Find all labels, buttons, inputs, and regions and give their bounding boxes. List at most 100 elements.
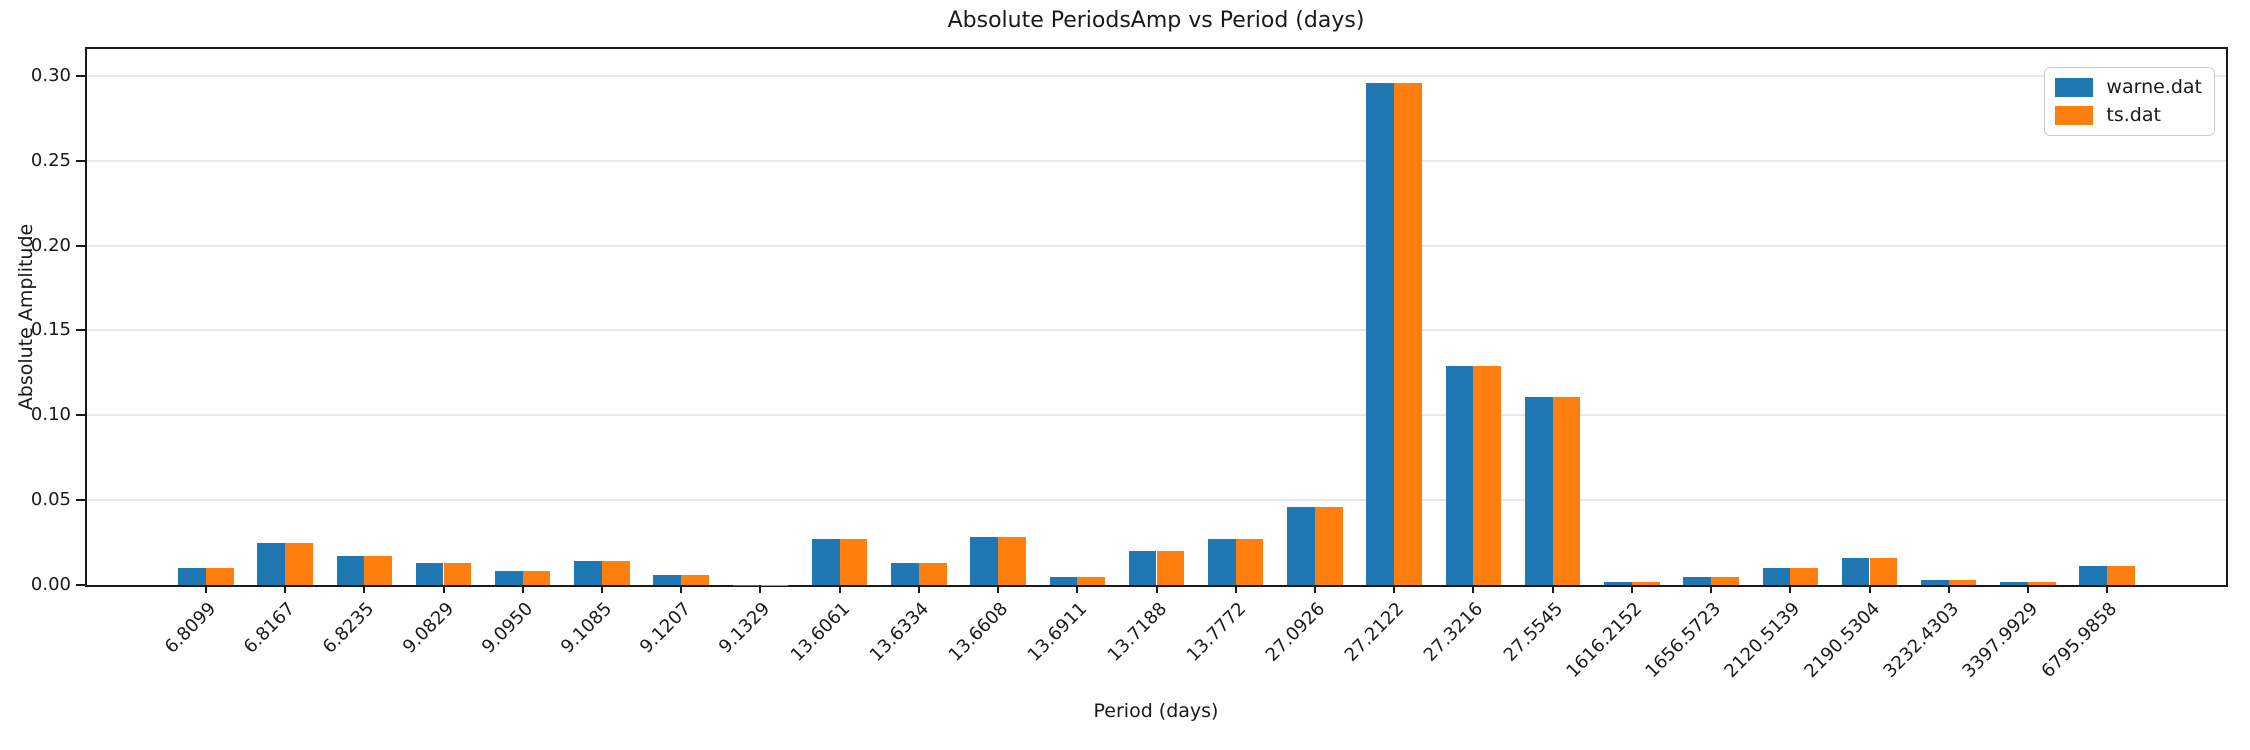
bar-ts.dat-9.0950 (522, 571, 551, 585)
bar-warne.dat-9.0950 (494, 571, 523, 585)
y-tick-label: 0.00 (30, 574, 71, 595)
bar-ts.dat-27.0926 (1314, 506, 1343, 585)
bar-warne.dat-1616.2152 (1604, 581, 1632, 585)
x-tick-mark (363, 585, 366, 593)
x-tick-mark (600, 585, 603, 593)
bar-ts.dat-9.0829 (443, 562, 472, 585)
x-tick-mark (838, 585, 841, 593)
x-tick-mark (1393, 585, 1396, 593)
bar-ts.dat-3397.9929 (2027, 581, 2056, 585)
bar-ts.dat-6.8099 (205, 568, 234, 585)
x-tick-label: 6.8099 (160, 598, 220, 658)
gridline-0.20 (87, 244, 2226, 247)
legend-swatch-ts-icon (2055, 106, 2094, 125)
x-tick-mark (759, 585, 762, 593)
bar-ts.dat-13.6911 (1077, 576, 1105, 585)
bar-warne.dat-2120.5139 (1762, 568, 1791, 585)
y-tick-label: 0.10 (30, 404, 71, 426)
bar-warne.dat-13.7772 (1207, 539, 1236, 585)
bar-warne.dat-2190.5304 (1841, 557, 1870, 585)
bar-warne.dat-13.6911 (1049, 576, 1078, 585)
bar-ts.dat-6.8235 (364, 556, 392, 585)
bar-warne.dat-3232.4303 (1920, 579, 1949, 585)
bar-ts.dat-13.6334 (918, 562, 947, 585)
bar-ts.dat-2120.5139 (1790, 568, 1818, 585)
bar-warne.dat-6.8099 (178, 568, 206, 585)
x-tick-mark (1551, 585, 1554, 593)
legend: warne.dat ts.dat (2044, 67, 2215, 136)
y-tick-mark (76, 244, 85, 247)
y-tick-label: 0.05 (30, 489, 71, 511)
gridline-0.05 (87, 499, 2226, 502)
x-tick-mark (521, 585, 524, 593)
y-tick-label: 0.25 (30, 149, 71, 171)
bar-ts.dat-9.1085 (601, 561, 630, 585)
x-tick-mark (2106, 585, 2109, 593)
bar-ts.dat-1616.2152 (1631, 581, 1660, 585)
x-tick-mark (442, 585, 445, 593)
x-tick-mark (680, 585, 683, 593)
y-tick-mark (76, 329, 85, 332)
bar-warne.dat-9.1207 (653, 574, 682, 585)
bar-ts.dat-27.3216 (1473, 366, 1502, 585)
x-tick-mark (204, 585, 207, 593)
x-tick-mark (1710, 585, 1713, 593)
bar-ts.dat-27.2122 (1394, 82, 1422, 585)
y-tick-label: 0.15 (30, 319, 71, 341)
bar-warne.dat-27.3216 (1445, 366, 1474, 585)
x-tick-mark (2026, 585, 2029, 593)
x-tick-mark (1076, 585, 1079, 593)
bar-ts.dat-9.1329 (760, 584, 789, 585)
x-tick-mark (284, 585, 287, 593)
bar-ts.dat-13.7772 (1235, 539, 1264, 585)
legend-swatch-warne-icon (2055, 78, 2094, 97)
legend-item-warne: warne.dat (2055, 77, 2202, 98)
bar-warne.dat-27.0926 (1287, 506, 1315, 585)
bar-warne.dat-9.1085 (574, 561, 602, 585)
x-axis-label: Period (days) (1093, 700, 1219, 722)
bar-ts.dat-9.1207 (681, 574, 709, 585)
gridline-0.25 (87, 159, 2226, 162)
legend-label-warne: warne.dat (2106, 76, 2202, 98)
chart-title: Absolute PeriodsAmp vs Period (days) (947, 8, 1365, 33)
legend-label-ts: ts.dat (2106, 104, 2161, 126)
bar-warne.dat-6795.9858 (2079, 566, 2108, 585)
y-tick-mark (76, 499, 85, 502)
y-tick-mark (76, 414, 85, 417)
bar-ts.dat-6795.9858 (2107, 566, 2135, 585)
x-tick-mark (1313, 585, 1316, 593)
bar-warne.dat-13.6334 (891, 562, 919, 585)
legend-item-ts: ts.dat (2055, 105, 2202, 126)
bar-warne.dat-6.8167 (257, 542, 286, 585)
x-tick-mark (1155, 585, 1158, 593)
x-tick-mark (1472, 585, 1475, 593)
x-tick-mark (1630, 585, 1633, 593)
gridline-0.30 (87, 74, 2226, 77)
bar-ts.dat-1656.5723 (1711, 576, 1739, 585)
bar-warne.dat-3397.9929 (2000, 581, 2028, 585)
bar-ts.dat-13.6608 (998, 537, 1026, 585)
bar-warne.dat-13.6061 (811, 539, 840, 585)
bar-ts.dat-27.5545 (1552, 396, 1581, 585)
bar-warne.dat-9.1329 (732, 584, 761, 585)
bar-warne.dat-1656.5723 (1683, 576, 1712, 585)
y-tick-label: 0.20 (30, 234, 71, 256)
bar-ts.dat-13.7188 (1156, 551, 1185, 585)
gridline-0.15 (87, 329, 2226, 332)
x-tick-mark (1789, 585, 1792, 593)
x-tick-mark (997, 585, 1000, 593)
y-tick-mark (76, 584, 85, 586)
y-tick-label: 0.30 (30, 64, 71, 86)
bar-warne.dat-27.5545 (1524, 396, 1553, 585)
x-tick-mark (917, 585, 920, 593)
bar-ts.dat-6.8167 (285, 542, 313, 585)
y-tick-mark (76, 159, 85, 162)
x-tick-mark (1947, 585, 1950, 593)
y-tick-mark (76, 74, 85, 77)
bar-ts.dat-3232.4303 (1948, 579, 1977, 585)
bar-warne.dat-9.0829 (415, 562, 444, 585)
bar-warne.dat-6.8235 (336, 556, 365, 585)
bar-warne.dat-13.6608 (970, 537, 999, 585)
x-tick-mark (1234, 585, 1237, 593)
